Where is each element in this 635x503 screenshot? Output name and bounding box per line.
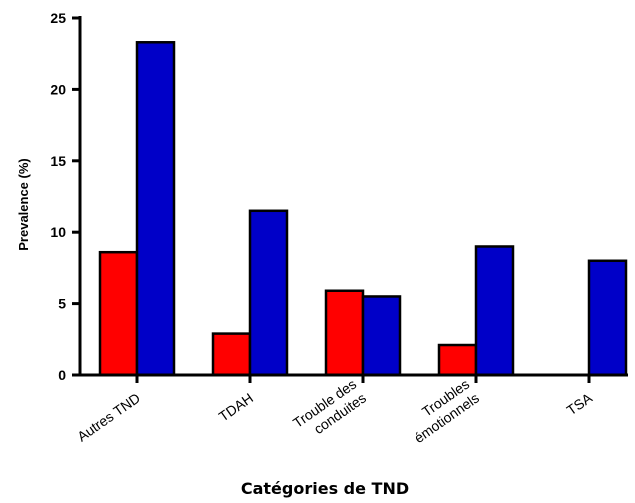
y-tick-label: 25 — [50, 10, 66, 26]
bar — [437, 343, 478, 377]
x-tick-label: TDAH — [216, 390, 256, 425]
y-tick-label: 5 — [58, 296, 66, 312]
bar — [324, 289, 365, 377]
bar — [361, 295, 402, 377]
y-axis-label: Prevalence (%) — [16, 158, 31, 251]
x-axis-label: Catégories de TND — [241, 479, 409, 498]
x-tick-label-line: TSA — [564, 389, 596, 418]
bar — [135, 41, 176, 377]
bars — [98, 41, 628, 377]
y-tick-label: 20 — [50, 81, 66, 97]
x-tick-label-line: TDAH — [216, 390, 256, 425]
x-tick-label-line: Autres TND — [74, 390, 143, 445]
y-axis: 0 5 10 15 20 25 — [50, 10, 82, 383]
y-tick-label: 10 — [50, 224, 66, 240]
y-tick-label: 15 — [50, 153, 66, 169]
y-tick-label: 0 — [58, 367, 66, 383]
bar — [211, 332, 252, 377]
bar — [587, 259, 628, 377]
x-tick-label: Autres TND — [74, 390, 143, 445]
bar — [98, 250, 139, 377]
bar — [474, 245, 515, 377]
bar — [248, 209, 289, 377]
x-tick-label: TSA — [564, 389, 596, 418]
